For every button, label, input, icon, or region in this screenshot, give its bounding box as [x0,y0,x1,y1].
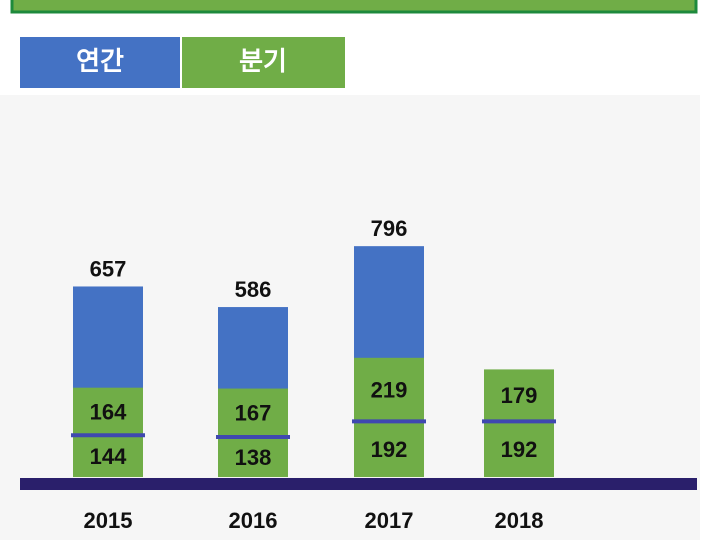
x-tick-label: 2016 [229,508,278,533]
data-label: 167 [235,401,272,426]
legend-label: 연간 [76,46,124,76]
bar-segment [73,435,143,477]
header-bar [10,0,698,14]
data-label: 586 [235,277,272,302]
data-label: 219 [371,377,408,402]
bar-segment [218,388,288,437]
x-axis [20,478,697,490]
legend-swatch [20,37,180,88]
data-label: 192 [501,437,538,462]
bar-segment [73,387,143,436]
data-label: 164 [90,399,127,424]
legend-swatch [182,37,345,88]
bar-segment [354,421,424,477]
data-label: 138 [235,445,272,470]
bar-segment [484,369,554,422]
bar-segment [484,421,554,477]
bar-segment [354,357,424,422]
data-label: 796 [371,216,408,241]
x-tick-label: 2017 [365,508,414,533]
x-tick-label: 2018 [495,508,544,533]
data-label: 179 [501,383,538,408]
bar-segment [218,436,288,477]
data-label: 192 [371,437,408,462]
x-tick-label: 2015 [84,508,133,533]
data-label: 657 [90,256,127,281]
legend-label: 분기 [239,46,287,76]
data-label: 144 [90,444,127,469]
